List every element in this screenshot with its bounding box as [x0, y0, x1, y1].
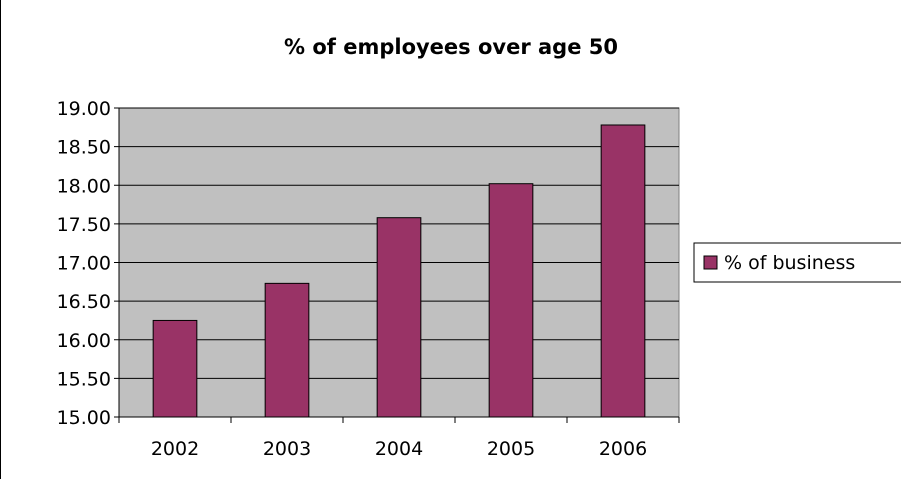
bars	[152, 124, 646, 418]
y-tick-label: 18.50	[57, 137, 111, 159]
legend-label: % of business	[724, 252, 855, 274]
y-tick-label: 15.50	[57, 368, 111, 390]
y-tick-label: 17.50	[57, 214, 111, 236]
bar	[152, 319, 198, 418]
legend-box	[693, 242, 901, 283]
x-tick-label: 2003	[263, 438, 311, 460]
y-tick-label: 18.00	[57, 175, 111, 197]
x-tick-label: 2004	[375, 438, 423, 460]
bar	[488, 183, 534, 418]
chart-title: % of employees over age 50	[284, 35, 618, 59]
y-tick-label: 15.00	[57, 407, 111, 429]
y-tick-label: 16.00	[57, 330, 111, 352]
x-tick-label: 2002	[151, 438, 199, 460]
x-tick-label: 2005	[487, 438, 535, 460]
y-tick-label: 19.00	[57, 98, 111, 120]
bar	[600, 124, 646, 418]
legend: % of business	[693, 242, 901, 283]
bar	[264, 282, 310, 418]
y-tick-label: 17.00	[57, 253, 111, 275]
y-axis: 15.00 15.50 16.00 16.50 17.00 17.50 18.00 18.50…	[57, 98, 120, 429]
bar	[376, 217, 422, 418]
y-tick-label: 16.50	[57, 291, 111, 313]
x-tick-label: 2006	[599, 438, 647, 460]
legend-swatch	[703, 255, 718, 270]
x-axis: 2002 2003 2004 2005 2006	[118, 416, 680, 460]
